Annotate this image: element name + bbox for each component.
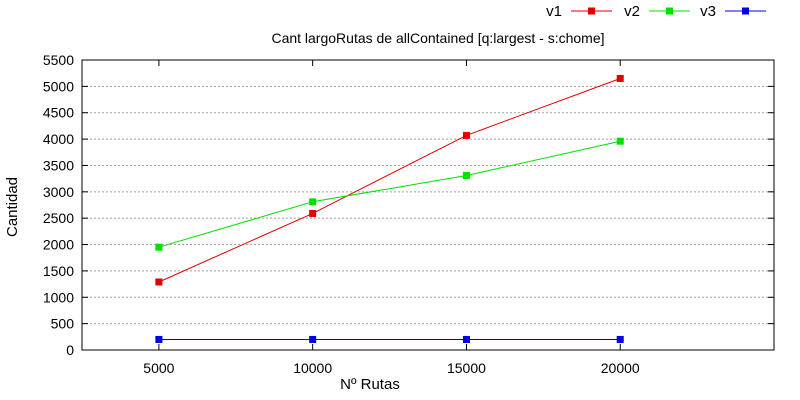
y-tick-label: 5500 — [43, 52, 74, 68]
data-point-v3 — [155, 335, 163, 343]
series-line-v2 — [158, 140, 621, 248]
y-tick-label: 2000 — [43, 237, 74, 253]
y-axis-title: Cantidad — [4, 177, 21, 237]
x-tick-label: 5000 — [143, 360, 174, 376]
chart-title: Cant largoRutas de allContained [q:large… — [271, 30, 604, 46]
data-point-v2 — [309, 198, 317, 206]
axis-ticks: 0 500 1000 1500 2000 2500 3000 3500 4000 4500 5000… — [43, 52, 774, 376]
legend-marker — [742, 7, 749, 15]
data-point-v2 — [616, 137, 624, 145]
series-v1 — [155, 74, 624, 286]
grid-lines — [82, 85, 774, 325]
data-point-v2 — [155, 243, 163, 251]
y-tick-label: 4500 — [43, 105, 74, 121]
data-point-v1 — [616, 74, 624, 82]
y-tick-label: 3500 — [43, 157, 74, 173]
x-axis-title: Nº Rutas — [340, 376, 400, 393]
data-point-v1 — [309, 209, 317, 217]
y-tick-label: 5000 — [43, 78, 74, 94]
legend-label: v1 — [546, 3, 562, 20]
legend-entry-v2: v2 — [624, 3, 690, 20]
data-point-v3 — [309, 335, 317, 343]
legend-label: v2 — [624, 3, 640, 20]
series-v2 — [155, 137, 624, 251]
data-point-v3 — [462, 335, 470, 343]
x-tick-label: 15000 — [447, 360, 486, 376]
data-point-v2 — [462, 171, 470, 179]
x-tick-label: 20000 — [601, 360, 640, 376]
legend-entry-v1: v1 — [546, 3, 612, 20]
y-tick-label: 3000 — [43, 184, 74, 200]
legend-marker — [666, 7, 673, 15]
y-tick-label: 0 — [66, 342, 74, 358]
y-tick-label: 4000 — [43, 131, 74, 147]
legend-entry-v3: v3 — [700, 3, 766, 20]
y-tick-label: 500 — [51, 316, 75, 332]
series-v3 — [155, 335, 624, 343]
legend-label: v3 — [700, 3, 716, 20]
series-line-v1 — [158, 78, 621, 283]
plot-frame — [81, 59, 775, 351]
legend: v1 v2 v3 — [546, 3, 766, 20]
data-point-v3 — [616, 335, 624, 343]
y-tick-label: 2500 — [43, 210, 74, 226]
y-tick-label: 1500 — [43, 263, 74, 279]
data-point-v1 — [155, 278, 163, 286]
data-point-v1 — [462, 131, 470, 139]
legend-marker — [588, 7, 595, 15]
series-layer — [155, 74, 624, 343]
x-tick-label: 10000 — [293, 360, 332, 376]
y-tick-label: 1000 — [43, 289, 74, 305]
